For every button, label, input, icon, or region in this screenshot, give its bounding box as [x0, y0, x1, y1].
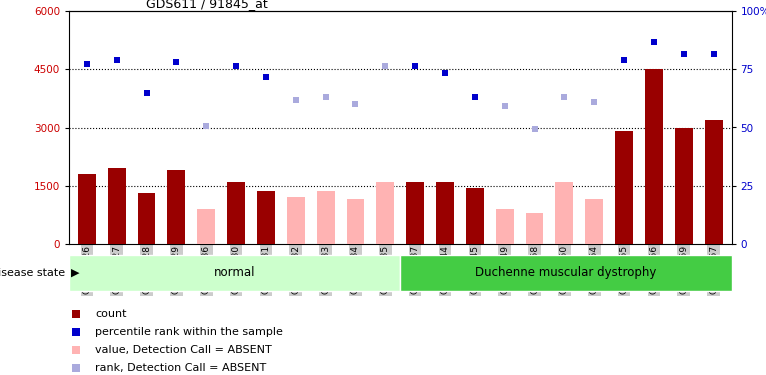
Bar — [436, 182, 454, 244]
Text: value, Detection Call = ABSENT: value, Detection Call = ABSENT — [96, 345, 272, 355]
Bar — [78, 174, 96, 244]
Bar — [228, 182, 245, 244]
Bar — [108, 168, 126, 244]
Bar — [705, 120, 722, 244]
Bar — [466, 188, 484, 244]
Text: Duchenne muscular dystrophy: Duchenne muscular dystrophy — [475, 266, 656, 279]
Bar — [168, 170, 185, 244]
Text: disease state: disease state — [0, 268, 65, 278]
Text: percentile rank within the sample: percentile rank within the sample — [96, 327, 283, 337]
Bar — [376, 182, 394, 244]
Bar — [286, 197, 305, 244]
Bar — [555, 182, 573, 244]
Bar — [525, 213, 544, 244]
Bar — [585, 199, 603, 244]
Text: rank, Detection Call = ABSENT: rank, Detection Call = ABSENT — [96, 363, 267, 373]
Text: count: count — [96, 309, 127, 319]
Bar — [496, 209, 514, 244]
Bar — [675, 128, 692, 244]
Bar — [346, 199, 365, 244]
Text: normal: normal — [214, 266, 255, 279]
Bar — [645, 69, 663, 244]
Bar — [615, 131, 633, 244]
Bar — [198, 209, 215, 244]
Bar — [69, 255, 400, 291]
Text: ▶: ▶ — [70, 268, 79, 278]
Bar — [138, 194, 155, 244]
Bar — [316, 191, 335, 244]
Bar — [257, 191, 275, 244]
Text: GDS611 / 91845_at: GDS611 / 91845_at — [146, 0, 267, 10]
Bar — [406, 182, 424, 244]
Bar — [400, 255, 732, 291]
